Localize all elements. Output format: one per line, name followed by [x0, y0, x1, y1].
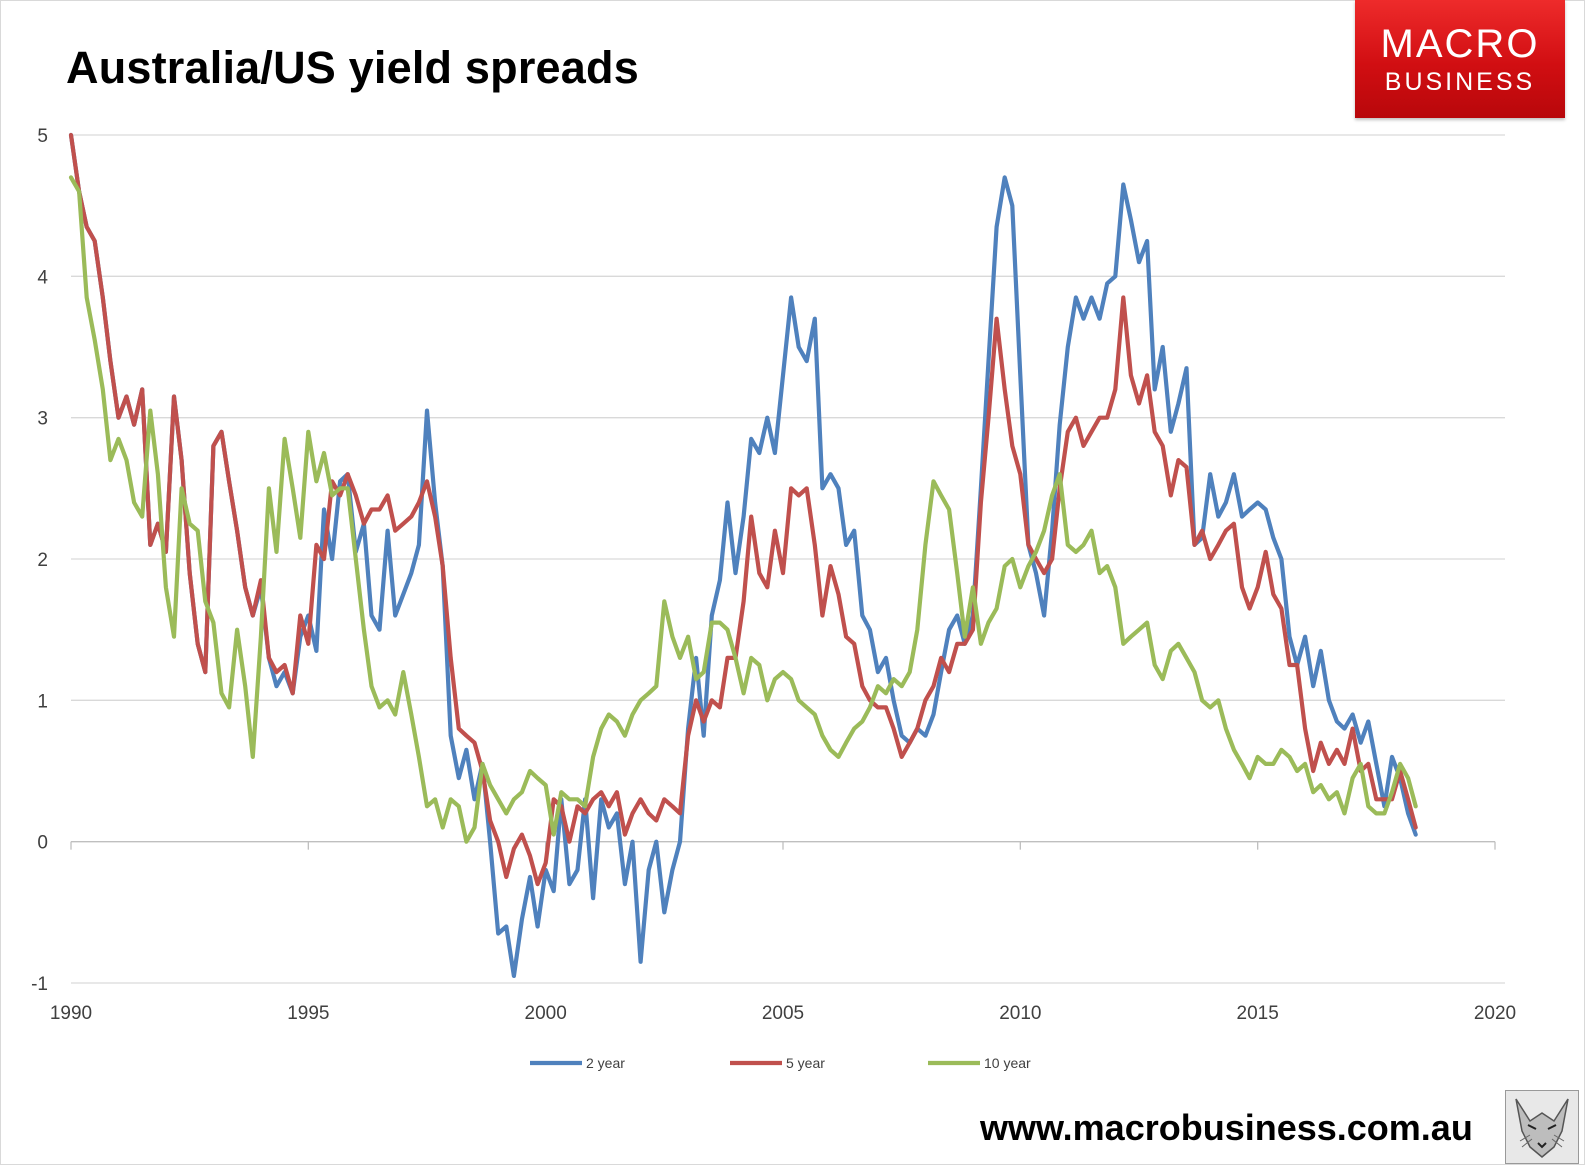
y-tick-label: 0	[37, 833, 48, 854]
y-tick-label: 4	[37, 267, 48, 288]
fox-mascot-icon	[1505, 1090, 1579, 1164]
legend-label: 5 year	[786, 1055, 825, 1071]
footer-url[interactable]: www.macrobusiness.com.au	[980, 1107, 1473, 1148]
legend: 2 year 5 year 10 year	[530, 1055, 1031, 1071]
y-tick-label: 5	[37, 126, 48, 147]
x-tick-label: 1990	[50, 1003, 92, 1024]
logo-line-business: BUSINESS	[1384, 68, 1536, 96]
x-tick-label: 2010	[999, 1003, 1041, 1024]
legend-item-2-year: 2 year	[530, 1055, 625, 1071]
x-tick-label: 2020	[1474, 1003, 1516, 1024]
legend-label: 2 year	[586, 1055, 625, 1071]
axes: -1 0 1 2 3 4 5 1990 1995 2000 2005 2010 2015 2020	[31, 126, 1516, 1024]
x-tick-label: 2000	[525, 1003, 567, 1024]
legend-item-5-year: 5 year	[730, 1055, 825, 1071]
gridlines	[71, 134, 1505, 984]
x-tick-label: 1995	[287, 1003, 329, 1024]
macrobusiness-logo: MACRO BUSINESS	[1355, 0, 1565, 118]
x-tick-label: 2005	[762, 1003, 804, 1024]
y-tick-label: 2	[37, 550, 48, 571]
y-tick-label: -1	[31, 974, 48, 995]
logo-line-macro: MACRO	[1380, 22, 1540, 66]
page-title: Australia/US yield spreads	[66, 42, 639, 93]
legend-item-10-year: 10 year	[928, 1055, 1031, 1071]
y-tick-label: 1	[37, 691, 48, 712]
legend-label: 10 year	[984, 1055, 1031, 1071]
x-tick-label: 2015	[1237, 1003, 1279, 1024]
y-tick-label: 3	[37, 409, 48, 430]
series-lines	[68, 132, 1418, 978]
series-line-10-year	[68, 175, 1418, 844]
series-line-5-year	[68, 132, 1418, 887]
